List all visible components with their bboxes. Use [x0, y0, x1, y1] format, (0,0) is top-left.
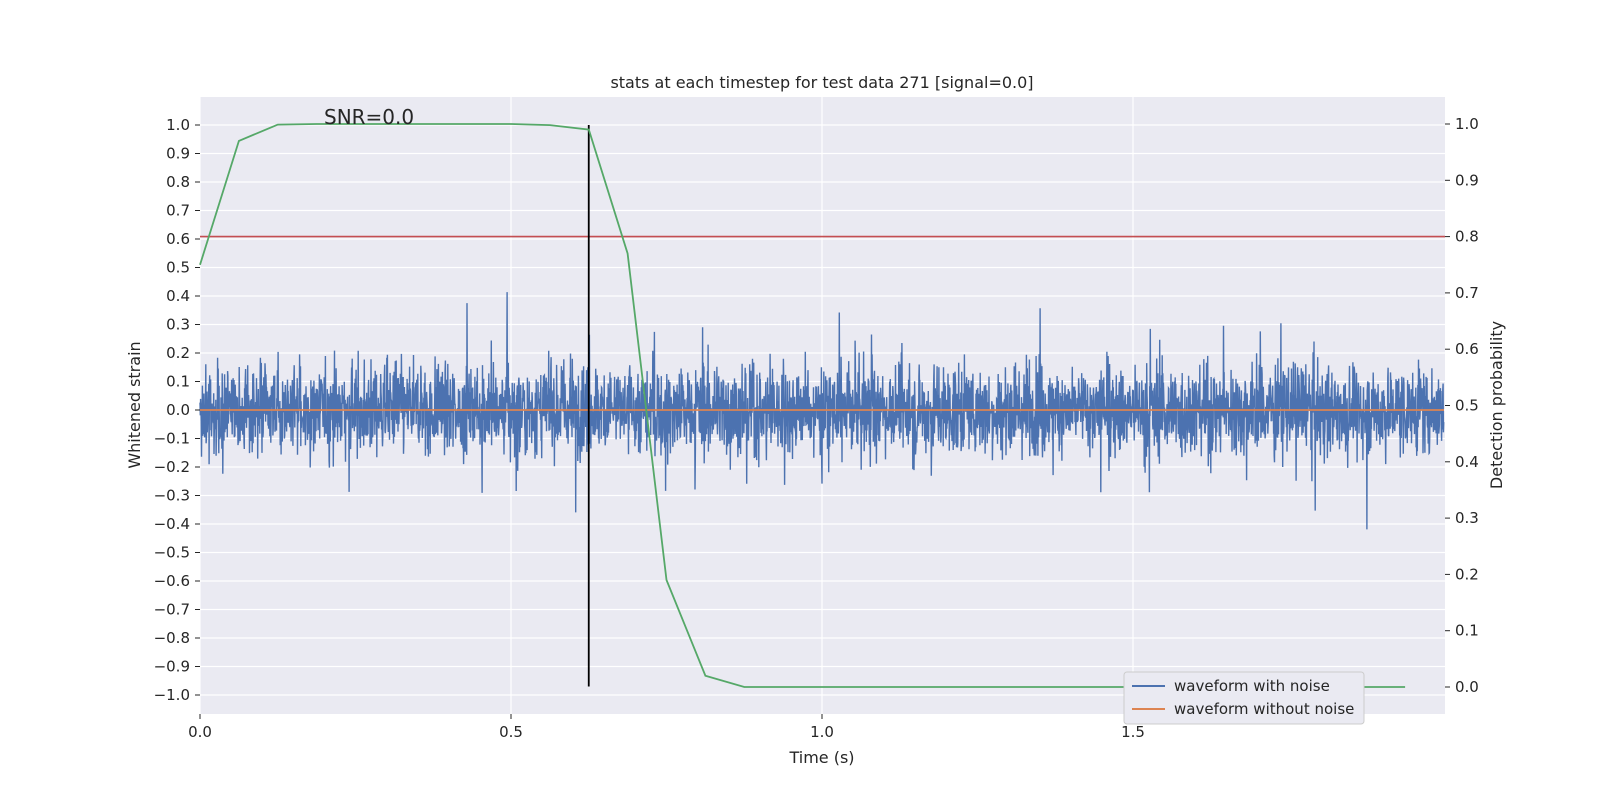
y2-tick-label: 0.4	[1455, 453, 1479, 471]
y-tick-label: −1.0	[154, 686, 190, 704]
legend-label-clean: waveform without noise	[1174, 700, 1354, 718]
y2-tick-label: 0.0	[1455, 678, 1479, 696]
y-tick-label: −0.1	[154, 430, 190, 448]
x-tick-label: 1.5	[1121, 723, 1145, 741]
y-tick-label: −0.3	[154, 487, 190, 505]
y-tick-label: 0.4	[166, 287, 190, 305]
y2-tick-label: 0.2	[1455, 565, 1479, 583]
y-tick-label: 0.9	[166, 145, 190, 163]
waveform-with-noise-line	[199, 292, 1445, 530]
y-tick-label: 1.0	[166, 116, 190, 134]
y2-tick-label: 1.0	[1455, 115, 1479, 133]
y2-tick-label: 0.5	[1455, 397, 1479, 415]
legend-label-noise: waveform with noise	[1174, 677, 1330, 695]
y2-tick-label: 0.7	[1455, 284, 1479, 302]
legend: waveform with noise waveform without noi…	[1123, 671, 1365, 725]
y2-tick-label: 0.1	[1455, 622, 1479, 640]
y-tick-label: 0.5	[166, 259, 190, 277]
y-tick-label: −0.6	[154, 572, 190, 590]
y2-tick-label: 0.9	[1455, 171, 1479, 189]
y2-axis-label: Detection probability	[1487, 321, 1506, 489]
y-tick-label: −0.8	[154, 629, 190, 647]
tick-layer: −1.0 −0.9 −0.8 −0.7 −0.6 −0.5 −0.4 −0.3 −0.2 −0.1…	[154, 115, 1479, 741]
y-tick-label: 0.6	[166, 230, 190, 248]
y-tick-label: 0.1	[166, 373, 190, 391]
x-axis-label: Time (s)	[788, 748, 854, 767]
y-tick-label: 0.2	[166, 344, 190, 362]
noise-series-layer	[199, 292, 1445, 530]
y-tick-label: −0.9	[154, 658, 190, 676]
y-tick-label: 0.0	[166, 401, 190, 419]
y-tick-label: 0.3	[166, 316, 190, 334]
legend-box	[1123, 671, 1365, 725]
y2-tick-label: 0.6	[1455, 340, 1479, 358]
y-tick-label: −0.2	[154, 458, 190, 476]
y-tick-label: 0.8	[166, 173, 190, 191]
x-tick-label: 0.0	[188, 723, 212, 741]
y-tick-label: −0.7	[154, 601, 190, 619]
y-tick-label: −0.4	[154, 515, 190, 533]
x-tick-label: 1.0	[810, 723, 834, 741]
x-tick-label: 0.5	[499, 723, 523, 741]
y2-tick-label: 0.8	[1455, 228, 1479, 246]
y-tick-label: 0.7	[166, 202, 190, 220]
chart-title: stats at each timestep for test data 271…	[610, 73, 1033, 92]
y2-tick-label: 0.3	[1455, 509, 1479, 527]
y-axis-label: Whitened strain	[125, 341, 144, 468]
y-tick-label: −0.5	[154, 544, 190, 562]
snr-annotation: SNR=0.0	[324, 105, 414, 129]
